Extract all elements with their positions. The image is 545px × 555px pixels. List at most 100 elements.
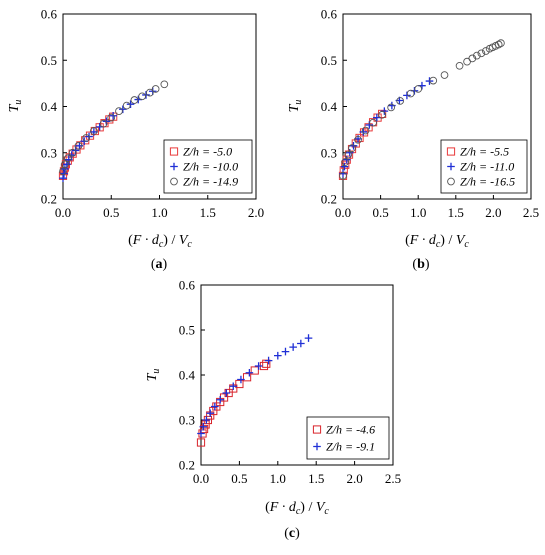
- data-point: [138, 92, 146, 101]
- data-point: [196, 438, 206, 447]
- data-point: [344, 150, 353, 159]
- legend: Z/h = -5.5Z/h = -11.0Z/h = -16.5: [440, 139, 528, 194]
- x-tick-label: 0.0: [335, 205, 351, 220]
- legend-label: Z/h = -14.9: [183, 175, 238, 189]
- data-point: [345, 148, 354, 157]
- series-2: [59, 87, 157, 182]
- data-point: [160, 80, 169, 89]
- y-tick-label: 0.6: [41, 7, 58, 22]
- legend-marker: [170, 177, 178, 186]
- chart-panel-c: 0.0 0.5 1.0 1.5 2.0 2.5 0.2 0.3 0.4 0.5 0.6 (F · dc…: [145, 278, 401, 542]
- data-point: [68, 148, 77, 157]
- series-2: [197, 334, 313, 438]
- data-point: [199, 422, 208, 431]
- y-tick-label: 0.3: [179, 413, 195, 428]
- data-point: [85, 131, 95, 140]
- panel-label: (c): [284, 526, 300, 541]
- series-3: [339, 39, 505, 180]
- data-point: [250, 366, 259, 375]
- legend-label: Z/h = -5.0: [183, 145, 232, 159]
- legend-label: Z/h = -5.5: [460, 145, 509, 159]
- data-point: [355, 133, 364, 143]
- data-point: [130, 96, 139, 104]
- data-point: [348, 144, 356, 152]
- x-tick-label: 2.5: [523, 205, 539, 220]
- data-point: [115, 107, 123, 115]
- data-point: [304, 334, 313, 342]
- y-tick-label: 0.3: [321, 145, 337, 160]
- data-point: [373, 113, 381, 122]
- data-point: [61, 160, 69, 169]
- data-point: [341, 160, 350, 169]
- data-point: [142, 91, 150, 99]
- legend-box: [163, 139, 253, 194]
- legend-marker: [170, 162, 178, 171]
- x-tick-label: 1.0: [151, 205, 167, 220]
- legend-marker: [313, 442, 321, 451]
- series-2: [339, 77, 434, 178]
- data-point: [494, 40, 503, 49]
- legend-label: Z/h = -10.0: [183, 160, 238, 174]
- data-point: [82, 134, 91, 142]
- series-3: [59, 80, 169, 176]
- data-point: [289, 343, 297, 351]
- y-tick-label: 0.6: [321, 7, 338, 22]
- x-tick-label: 1.5: [200, 205, 216, 220]
- data-point: [359, 128, 368, 136]
- y-tick-label: 0.4: [41, 99, 58, 114]
- x-tick-label: 0.0: [55, 205, 71, 220]
- data-point: [297, 339, 305, 348]
- data-point: [229, 382, 238, 391]
- data-point: [197, 429, 205, 438]
- x-tick-label: 1.0: [410, 205, 426, 220]
- y-tick-label: 0.2: [321, 192, 337, 207]
- y-tick-label: 0.5: [179, 323, 195, 338]
- data-point: [59, 167, 67, 176]
- data-point: [468, 54, 477, 63]
- y-tick-label: 0.5: [321, 53, 337, 68]
- y-axis-label: Tu: [287, 100, 304, 113]
- x-tick-label: 2.0: [485, 205, 501, 220]
- legend-marker: [312, 425, 322, 434]
- x-tick-label: 0.5: [372, 205, 388, 220]
- panel-label: (a): [151, 257, 168, 272]
- y-tick-label: 0.4: [321, 99, 338, 114]
- legend-label: Z/h = -4.6: [326, 423, 375, 437]
- data-point: [440, 71, 449, 79]
- data-point: [429, 76, 438, 85]
- x-tick-label: 2.5: [385, 471, 401, 486]
- legend-marker: [447, 177, 455, 186]
- y-axis-label: Tu: [145, 369, 162, 382]
- chart-panel-a: 0.0 0.5 1.0 1.5 2.0 0.2 0.3 0.4 0.5 0.6 (F · dc) /…: [7, 7, 264, 273]
- data-point: [59, 174, 67, 182]
- data-point: [199, 424, 209, 434]
- x-tick-label: 2.0: [346, 471, 362, 486]
- data-point: [378, 110, 386, 119]
- data-point: [119, 105, 127, 114]
- data-point: [146, 88, 154, 97]
- data-point: [264, 356, 273, 365]
- legend-label: Z/h = -16.5: [460, 175, 515, 189]
- data-point: [151, 85, 160, 93]
- legend-box: [440, 139, 528, 194]
- data-point: [63, 154, 72, 163]
- data-point: [361, 126, 370, 135]
- data-point: [109, 111, 117, 120]
- data-point: [254, 362, 263, 370]
- data-point: [340, 162, 349, 171]
- x-tick-label: 0.5: [103, 205, 119, 220]
- data-point: [235, 379, 244, 389]
- data-point: [245, 368, 254, 377]
- data-point: [107, 113, 116, 122]
- data-point: [122, 101, 131, 110]
- data-point: [473, 51, 481, 60]
- data-point: [61, 165, 69, 173]
- legend-marker: [446, 147, 456, 156]
- y-tick-label: 0.5: [41, 53, 57, 68]
- data-point: [237, 375, 245, 384]
- data-point: [406, 89, 415, 98]
- data-point: [126, 100, 135, 108]
- data-point: [281, 347, 290, 356]
- data-point: [60, 169, 68, 178]
- data-point: [211, 402, 219, 411]
